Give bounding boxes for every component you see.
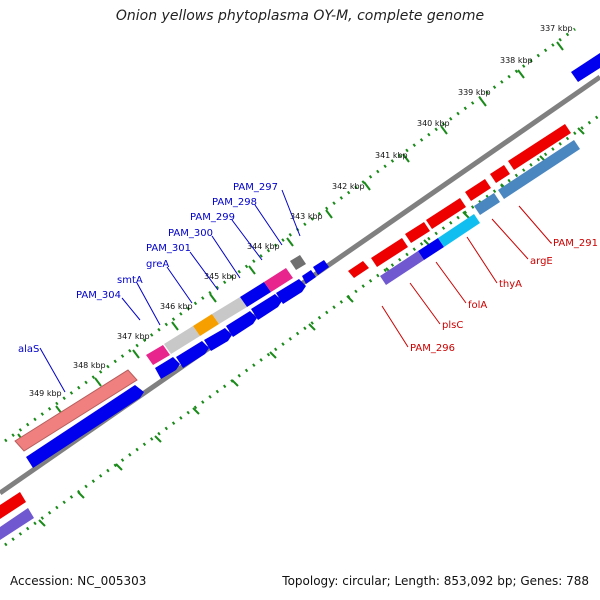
gene-label-PAM_299: PAM_299	[190, 212, 235, 223]
gene-thyA[interactable]	[438, 214, 480, 247]
scale-label-346: 346 kbp	[160, 302, 193, 311]
scale-label-341: 341 kbp	[375, 151, 408, 160]
map-title: Onion yellows phytoplasma OY-M, complete…	[115, 8, 485, 24]
scale-label-344: 344 kbp	[247, 242, 280, 251]
gene-label-argE: argE	[530, 256, 553, 267]
gene-red-4[interactable]	[426, 198, 466, 229]
scale-label-349: 349 kbp	[29, 389, 62, 398]
outer-scale-line	[4, 27, 576, 443]
gene-red-5[interactable]	[465, 179, 491, 201]
gene-label-folA: folA	[468, 300, 487, 311]
gene-arrow-6[interactable]	[251, 294, 282, 320]
gene-arrow-1[interactable]	[26, 385, 144, 468]
gene-label-PAM_297: PAM_297	[233, 182, 278, 193]
scale-labels: 337 kbp 338 kbp 339 kbp 340 kbp 341 kbp …	[29, 24, 573, 398]
gene-label-PAM_300: PAM_300	[168, 228, 213, 239]
accession-text: Accession: NC_005303	[10, 574, 147, 588]
forward-label-connectors	[39, 189, 301, 393]
gene-argE[interactable]	[474, 193, 500, 215]
gene-forward-top[interactable]	[571, 53, 600, 82]
gene-red-6[interactable]	[490, 165, 510, 183]
blue-arrow-genes	[26, 260, 329, 468]
scale-label-342: 342 kbp	[332, 182, 365, 191]
gene-bottom-red[interactable]	[0, 492, 26, 519]
scale-label-340: 340 kbp	[417, 119, 450, 128]
gene-smtA[interactable]	[164, 326, 200, 354]
gene-label-PAM_298: PAM_298	[212, 197, 257, 208]
gene-greA[interactable]	[193, 314, 219, 336]
scale-label-345: 345 kbp	[204, 272, 237, 281]
gene-arrow-4[interactable]	[204, 328, 232, 351]
scale-label-343: 343 kbp	[290, 212, 323, 221]
gene-arrow-9[interactable]	[313, 260, 329, 275]
gene-arrow-2[interactable]	[155, 357, 180, 379]
gene-arrow-8[interactable]	[302, 270, 316, 284]
reverse-strand-genes	[0, 124, 580, 540]
gene-label-thyA: thyA	[499, 279, 522, 290]
reverse-label-connectors	[381, 205, 552, 348]
gene-arrow-7[interactable]	[276, 279, 306, 304]
gene-label-PAM_301: PAM_301	[146, 243, 191, 254]
genome-summary-text: Topology: circular; Length: 853,092 bp; …	[282, 574, 589, 588]
gene-label-PAM_304: PAM_304	[76, 290, 121, 301]
gene-PAM_291[interactable]	[498, 140, 580, 199]
gene-label-PAM_296: PAM_296	[410, 343, 455, 354]
gene-red-7[interactable]	[508, 124, 571, 170]
scale-label-339: 339 kbp	[458, 88, 491, 97]
inner-scale-line	[4, 113, 600, 547]
scale-label-348: 348 kbp	[73, 361, 106, 370]
scale-label-337: 337 kbp	[540, 24, 573, 33]
gene-PAM_298[interactable]	[290, 255, 306, 270]
gene-plsC[interactable]	[380, 251, 424, 285]
gene-label-greA: greA	[146, 259, 169, 270]
reverse-gene-labels: PAM_291 argE thyA folA plsC PAM_296	[410, 238, 598, 354]
gene-red-1[interactable]	[348, 261, 369, 278]
gene-label-alaS: alaS	[18, 344, 39, 355]
gene-label-plsC: plsC	[442, 320, 463, 331]
scale-label-338: 338 kbp	[500, 56, 533, 65]
gene-label-PAM_291: PAM_291	[553, 238, 598, 249]
scale-label-347: 347 kbp	[117, 332, 150, 341]
gene-PAM_301[interactable]	[212, 297, 247, 324]
gene-red-3[interactable]	[405, 222, 430, 243]
gene-red-2[interactable]	[371, 238, 408, 267]
forward-gene-labels: alaS PAM_304 smtA greA PAM_301 PAM_300 P…	[18, 182, 278, 355]
gene-arrow-3[interactable]	[176, 341, 209, 368]
gene-alaS[interactable]	[14, 369, 138, 452]
gene-folA[interactable]	[418, 238, 444, 260]
forward-strand-genes	[14, 53, 600, 452]
gene-PAM_304[interactable]	[146, 345, 170, 365]
gene-bottom-purple[interactable]	[0, 508, 34, 540]
gene-PAM_299[interactable]	[264, 268, 293, 292]
gene-label-smtA: smtA	[117, 275, 143, 286]
gene-arrow-5[interactable]	[226, 311, 257, 337]
gene-PAM_300[interactable]	[240, 282, 271, 307]
